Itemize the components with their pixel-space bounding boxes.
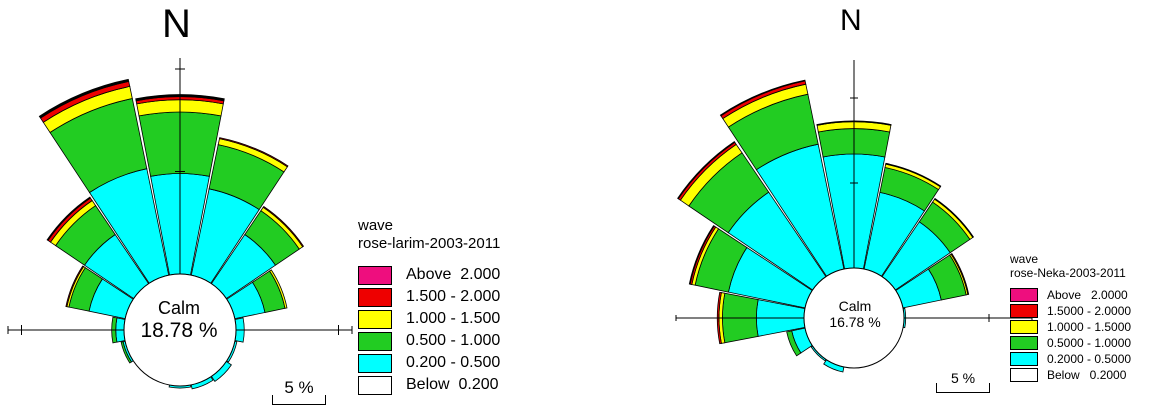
scale-line bbox=[936, 383, 990, 393]
legend-item-0200-0500: 0.200 - 0.500 bbox=[358, 352, 500, 374]
sector-nne-red bbox=[219, 137, 289, 168]
north-label: N bbox=[840, 4, 862, 37]
calm-readout: Calm 16.78 % bbox=[810, 298, 900, 330]
legend-title-line-2: rose-Neka-2003-2011 bbox=[1010, 266, 1126, 281]
legend-item-1500-2000: 1.500 - 2.000 bbox=[358, 286, 500, 308]
sector-n-magenta bbox=[135, 94, 225, 102]
sector-ene-yellow bbox=[269, 269, 288, 309]
legend-label-1500-2000: 1.500 - 2.000 bbox=[406, 288, 501, 305]
calm-value: 18.78 % bbox=[140, 318, 218, 342]
legend-item-10000-15000: 1.0000 - 1.5000 bbox=[1010, 319, 1131, 335]
legend-label-below: Below 0.200 bbox=[406, 376, 499, 393]
scale-line bbox=[272, 395, 326, 405]
legend-swatch-white bbox=[358, 375, 392, 395]
calm-value: 16.78 % bbox=[829, 314, 881, 331]
legend: wave rose-Neka-2003-2011 Above 2.0000 1.… bbox=[1010, 252, 1131, 383]
legend-swatch-cyan bbox=[358, 353, 392, 373]
sector-ne-red bbox=[934, 197, 975, 238]
scale-label: 5 % bbox=[950, 370, 976, 386]
sector-nw-magenta bbox=[46, 196, 91, 241]
sector-wsw-green bbox=[120, 341, 133, 364]
calm-label: Calm bbox=[157, 298, 200, 318]
legend-swatch-cyan bbox=[1010, 351, 1038, 366]
sector-wsw-green bbox=[786, 330, 802, 357]
legend-title-line-2: rose-larim-2003-2011 bbox=[358, 235, 501, 252]
legend-item-above: Above 2.000 bbox=[358, 264, 500, 286]
legend-item-above: Above 2.0000 bbox=[1010, 287, 1131, 303]
legend-swatch-white bbox=[1010, 367, 1038, 382]
legend-swatch-magenta bbox=[1010, 287, 1038, 302]
legend-swatch-green bbox=[358, 331, 392, 351]
legend-item-0500-1000: 0.500 - 1.000 bbox=[358, 330, 500, 352]
legend-swatch-yellow bbox=[1010, 319, 1038, 334]
sector-wnw-magenta bbox=[688, 225, 715, 285]
sector-nw-magenta bbox=[677, 141, 736, 200]
north-label: N bbox=[162, 2, 191, 46]
legend-swatch-magenta bbox=[358, 265, 392, 285]
legend-swatch-red bbox=[358, 287, 392, 307]
legend-swatch-red bbox=[1010, 303, 1038, 318]
legend-title-line-1: wave bbox=[358, 217, 394, 234]
legend-item-below: Below 0.200 bbox=[358, 374, 500, 396]
legend-label-10000-15000: 1.0000 - 1.5000 bbox=[1047, 319, 1132, 334]
sector-ne-red bbox=[262, 205, 305, 248]
legend: wave rose-larim-2003-2011 Above 2.000 1.… bbox=[358, 217, 500, 396]
sector-nne-red bbox=[885, 162, 942, 188]
legend-label-15000-20000: 1.5000 - 2.0000 bbox=[1047, 303, 1132, 318]
legend-item-02000-05000: 0.2000 - 0.5000 bbox=[1010, 351, 1131, 367]
legend-label-1000-1500: 1.000 - 1.500 bbox=[406, 310, 501, 327]
calm-label: Calm bbox=[838, 298, 872, 314]
legend-item-1000-1500: 1.000 - 1.500 bbox=[358, 308, 500, 330]
legend-label-above: Above 2.0000 bbox=[1047, 287, 1128, 302]
scale-bar: 5 % bbox=[936, 370, 990, 393]
rose-plot-neka bbox=[675, 60, 1033, 373]
legend-item-below: Below 0.2000 bbox=[1010, 367, 1131, 383]
sector-ene-red bbox=[950, 253, 970, 295]
legend-item-15000-20000: 1.5000 - 2.0000 bbox=[1010, 303, 1131, 319]
legend-label-0500-1000: 0.500 - 1.000 bbox=[406, 332, 501, 349]
legend-label-below: Below 0.2000 bbox=[1047, 367, 1127, 382]
legend-label-05000-10000: 0.5000 - 1.0000 bbox=[1047, 335, 1132, 350]
wave-rose-neka: N Calm 16.78 % 5 % wave rose-Neka-2003-2… bbox=[600, 0, 1158, 414]
sector-wnw-red bbox=[65, 265, 85, 308]
calm-readout: Calm 18.78 % bbox=[124, 298, 234, 343]
calm-circle bbox=[803, 267, 905, 369]
sector-nnw-magenta bbox=[38, 78, 130, 119]
sector-w-red bbox=[716, 291, 722, 345]
legend-label-above: Above 2.000 bbox=[406, 266, 501, 283]
legend-item-05000-10000: 0.5000 - 1.0000 bbox=[1010, 335, 1131, 351]
legend-label-02000-05000: 0.2000 - 0.5000 bbox=[1047, 351, 1132, 366]
rose-plot-larim bbox=[7, 58, 353, 390]
wave-rose-larim: N Calm 18.78 % 5 % wave rose-larim-2003-… bbox=[0, 0, 560, 414]
rose-sectors bbox=[38, 78, 305, 390]
sector-nnw-magenta bbox=[719, 79, 806, 117]
legend-title-line-1: wave bbox=[1010, 252, 1039, 266]
sector-n-red bbox=[816, 120, 892, 126]
legend-swatch-green bbox=[1010, 335, 1038, 350]
scale-label: 5 % bbox=[284, 378, 314, 397]
scale-bar: 5 % bbox=[272, 378, 326, 405]
calm-circle bbox=[123, 273, 237, 387]
legend-label-0200-0500: 0.200 - 0.500 bbox=[406, 354, 501, 371]
rose-sectors bbox=[677, 79, 975, 373]
legend-swatch-yellow bbox=[358, 309, 392, 329]
